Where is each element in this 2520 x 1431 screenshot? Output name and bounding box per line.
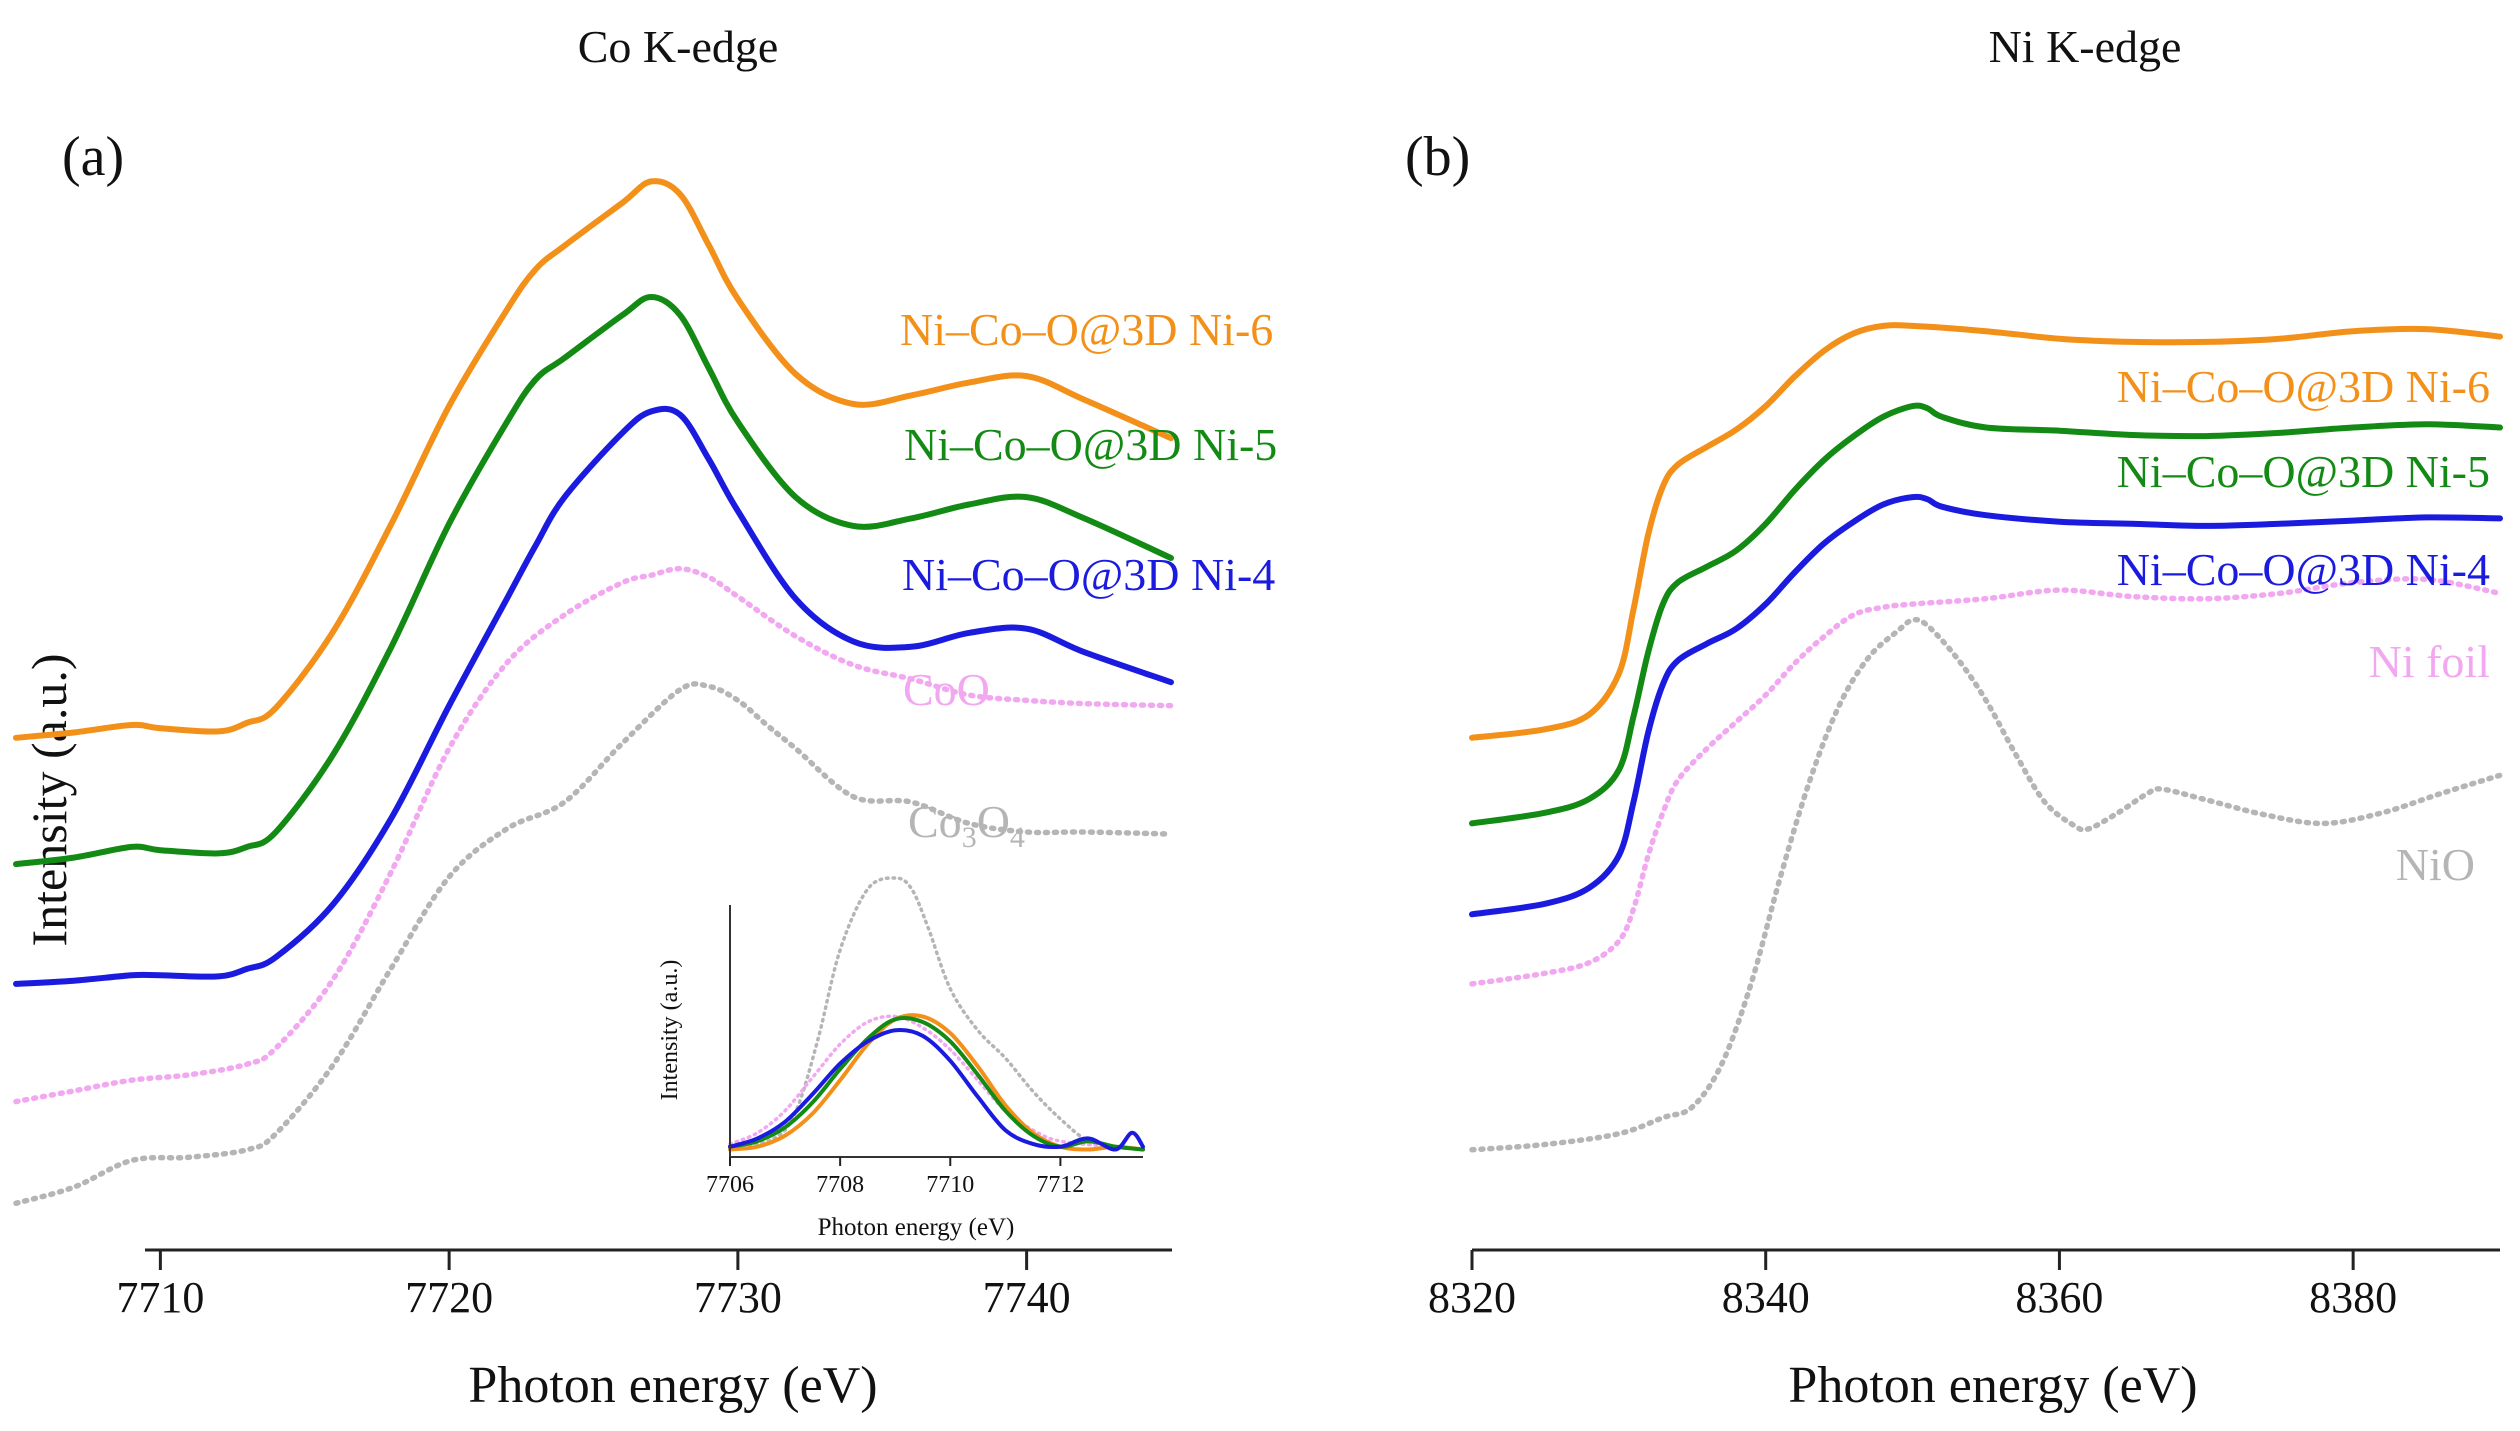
panel-b-tick-label-8360: 8360 <box>2015 1273 2103 1322</box>
panel-a-letter: (a) <box>62 126 124 188</box>
panel-b-tick-label-8320: 8320 <box>1428 1273 1516 1322</box>
panel-b-x-axis-label: Photon energy (eV) <box>1788 1357 2197 1414</box>
panel-a-series-ni-co-o-3d-ni-6 <box>13 178 1174 741</box>
panel-a-tick-label-7730: 7730 <box>694 1273 782 1322</box>
inset-series-coo <box>728 1014 1118 1149</box>
panel-b-letter: (b) <box>1405 126 1470 188</box>
inset-tick-label-7710: 7710 <box>926 1172 974 1198</box>
inset-series-ni-co-o-3d-ni-4 <box>728 1028 1145 1152</box>
inset-tick-label-7712: 7712 <box>1036 1172 1084 1198</box>
panel-a-x-axis-label: Photon energy (eV) <box>468 1357 877 1414</box>
panel-a-series <box>13 178 1174 1207</box>
panel-b-series-nio <box>1469 616 2503 1153</box>
panel-a-tick-label-7740: 7740 <box>983 1273 1071 1322</box>
panel-b-label-ni5: Ni–Co–O@3D Ni-5 <box>2117 446 2490 497</box>
inset-series-ni-co-o-3d-ni-5 <box>728 1015 1145 1152</box>
panel-a-series-coo <box>13 565 1174 1105</box>
panel-b-series-ni-co-o-3d-ni-6 <box>1469 322 2503 741</box>
panel-a-x-ticks: 7710 7720 7730 7740 <box>116 1250 1071 1322</box>
inset-tick-label-7708: 7708 <box>816 1172 864 1198</box>
panel-b-label-ni6: Ni–Co–O@3D Ni-6 <box>2117 361 2490 412</box>
panel-b-label-ni-foil: Ni foil <box>2369 636 2490 687</box>
inset-x-axis-label: Photon energy (eV) <box>818 1214 1015 1241</box>
panel-a-series-ni-co-o-3d-ni-4 <box>13 405 1174 987</box>
panel-a-label-ni5: Ni–Co–O@3D Ni-5 <box>904 419 1277 470</box>
panel-b-series-ni-co-o-3d-ni-4 <box>1469 493 2503 918</box>
inset-x-ticks: 7706 7708 7710 7712 <box>706 1157 1084 1198</box>
inset-series-ni-co-o-3d-ni-6 <box>728 1013 1145 1152</box>
panel-a-series-ni-co-o-3d-ni-5 <box>13 294 1174 868</box>
panel-a-series-co3o4 <box>13 681 1174 1207</box>
panel-b-title: Ni K-edge <box>1989 21 2182 72</box>
y-axis-label: Intensity (a.u.) <box>21 654 77 947</box>
panel-b-label-ni4: Ni–Co–O@3D Ni-4 <box>2117 544 2490 595</box>
panel-b-series <box>1469 322 2503 1153</box>
panel-b: Ni K-edge (b) 8320 8340 8360 8380 Photon en… <box>1405 21 2503 1414</box>
panel-b-tick-label-8340: 8340 <box>1722 1273 1810 1322</box>
panel-b-label-nio: NiO <box>2396 839 2475 890</box>
panel-a-label-coo: CoO <box>903 664 990 715</box>
panel-a-label-ni4: Ni–Co–O@3D Ni-4 <box>902 549 1275 600</box>
panel-a-label-ni6: Ni–Co–O@3D Ni-6 <box>900 304 1273 355</box>
inset-tick-label-7706: 7706 <box>706 1172 754 1198</box>
panel-a-tick-label-7710: 7710 <box>116 1273 204 1322</box>
inset-series-co3o4 <box>728 876 1118 1152</box>
inset-chart: 7706 7708 7710 7712 Intensity (a.u.) Photon… <box>657 876 1145 1241</box>
panel-b-x-ticks: 8320 8340 8360 8380 <box>1428 1250 2397 1322</box>
panel-a-tick-label-7720: 7720 <box>405 1273 493 1322</box>
inset-y-axis-label: Intensity (a.u.) <box>657 960 683 1101</box>
panel-b-series-ni-foil <box>1469 576 2503 987</box>
panel-a: Co K-edge (a) 7710 7720 7730 7740 Photon en… <box>13 21 1277 1414</box>
panel-a-title: Co K-edge <box>578 21 779 72</box>
panel-b-tick-label-8380: 8380 <box>2309 1273 2397 1322</box>
panel-b-series-ni-co-o-3d-ni-5 <box>1469 402 2503 827</box>
panel-a-label-co3o4: Co3O4 <box>908 796 1025 854</box>
inset-series <box>728 876 1145 1152</box>
